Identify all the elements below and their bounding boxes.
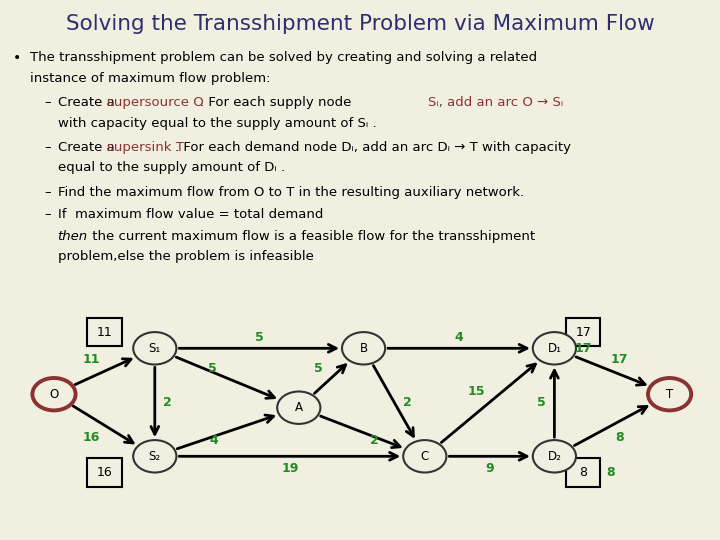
- Text: 8: 8: [615, 430, 624, 444]
- Text: with capacity equal to the supply amount of Sᵢ .: with capacity equal to the supply amount…: [58, 117, 377, 130]
- Text: then: then: [58, 230, 88, 243]
- Text: 5: 5: [255, 331, 264, 344]
- Text: 8: 8: [606, 466, 615, 479]
- FancyBboxPatch shape: [566, 318, 600, 346]
- Text: Create a: Create a: [58, 141, 119, 154]
- Text: –: –: [45, 141, 51, 154]
- FancyBboxPatch shape: [87, 318, 122, 346]
- Circle shape: [133, 332, 176, 365]
- Circle shape: [277, 392, 320, 424]
- Text: 16: 16: [83, 430, 100, 444]
- Text: 9: 9: [485, 462, 494, 475]
- Text: B: B: [359, 342, 368, 355]
- Text: 11: 11: [83, 353, 100, 366]
- Text: 4: 4: [454, 331, 464, 344]
- Circle shape: [533, 440, 576, 472]
- Text: S₁: S₁: [148, 342, 161, 355]
- Text: equal to the supply amount of Dᵢ .: equal to the supply amount of Dᵢ .: [58, 161, 284, 174]
- Text: T: T: [666, 388, 673, 401]
- Circle shape: [648, 378, 691, 410]
- Text: •: •: [13, 51, 21, 65]
- Circle shape: [342, 332, 385, 365]
- Text: supersink T: supersink T: [107, 141, 184, 154]
- Text: S₂: S₂: [149, 450, 161, 463]
- FancyBboxPatch shape: [87, 458, 122, 487]
- Circle shape: [403, 440, 446, 472]
- Text: 5: 5: [208, 362, 217, 375]
- Text: C: C: [420, 450, 429, 463]
- Text: 2: 2: [163, 396, 172, 409]
- Text: D₂: D₂: [547, 450, 562, 463]
- Text: –: –: [45, 96, 51, 109]
- Text: 11: 11: [96, 326, 112, 339]
- Circle shape: [133, 440, 176, 472]
- Text: If  maximum flow value = total demand: If maximum flow value = total demand: [58, 208, 323, 221]
- Text: 4: 4: [210, 434, 218, 447]
- Text: –: –: [45, 208, 51, 221]
- Text: 17: 17: [575, 342, 592, 355]
- Text: Create a: Create a: [58, 96, 119, 109]
- FancyBboxPatch shape: [566, 458, 600, 487]
- Text: 5: 5: [314, 362, 323, 375]
- Text: problem,else the problem is infeasible: problem,else the problem is infeasible: [58, 251, 313, 264]
- Text: –: –: [45, 186, 51, 199]
- Text: 2: 2: [402, 396, 412, 409]
- Text: instance of maximum flow problem:: instance of maximum flow problem:: [30, 72, 271, 85]
- Text: 2: 2: [370, 434, 379, 447]
- Text: O: O: [50, 388, 58, 401]
- Text: . For each demand node Dᵢ, add an arc Dᵢ → T with capacity: . For each demand node Dᵢ, add an arc Dᵢ…: [175, 141, 571, 154]
- Text: 5: 5: [537, 396, 546, 409]
- Text: 15: 15: [468, 385, 485, 398]
- Text: Find the maximum flow from O to T in the resulting auxiliary network.: Find the maximum flow from O to T in the…: [58, 186, 523, 199]
- Text: 8: 8: [579, 466, 588, 479]
- Text: 17: 17: [575, 326, 591, 339]
- Text: Solving the Transshipment Problem via Maximum Flow: Solving the Transshipment Problem via Ma…: [66, 14, 654, 33]
- Text: the current maximum flow is a feasible flow for the transshipment: the current maximum flow is a feasible f…: [88, 230, 535, 243]
- Text: D₁: D₁: [547, 342, 562, 355]
- Text: The transshipment problem can be solved by creating and solving a related: The transshipment problem can be solved …: [30, 51, 537, 64]
- Text: A: A: [294, 401, 303, 414]
- Circle shape: [32, 378, 76, 410]
- Circle shape: [533, 332, 576, 365]
- Text: 19: 19: [281, 462, 299, 475]
- Text: supersource O: supersource O: [107, 96, 203, 109]
- Text: 17: 17: [611, 353, 628, 366]
- Text: Sᵢ, add an arc O → Sᵢ: Sᵢ, add an arc O → Sᵢ: [428, 96, 564, 109]
- Text: 16: 16: [96, 466, 112, 479]
- Text: . For each supply node: . For each supply node: [200, 96, 351, 109]
